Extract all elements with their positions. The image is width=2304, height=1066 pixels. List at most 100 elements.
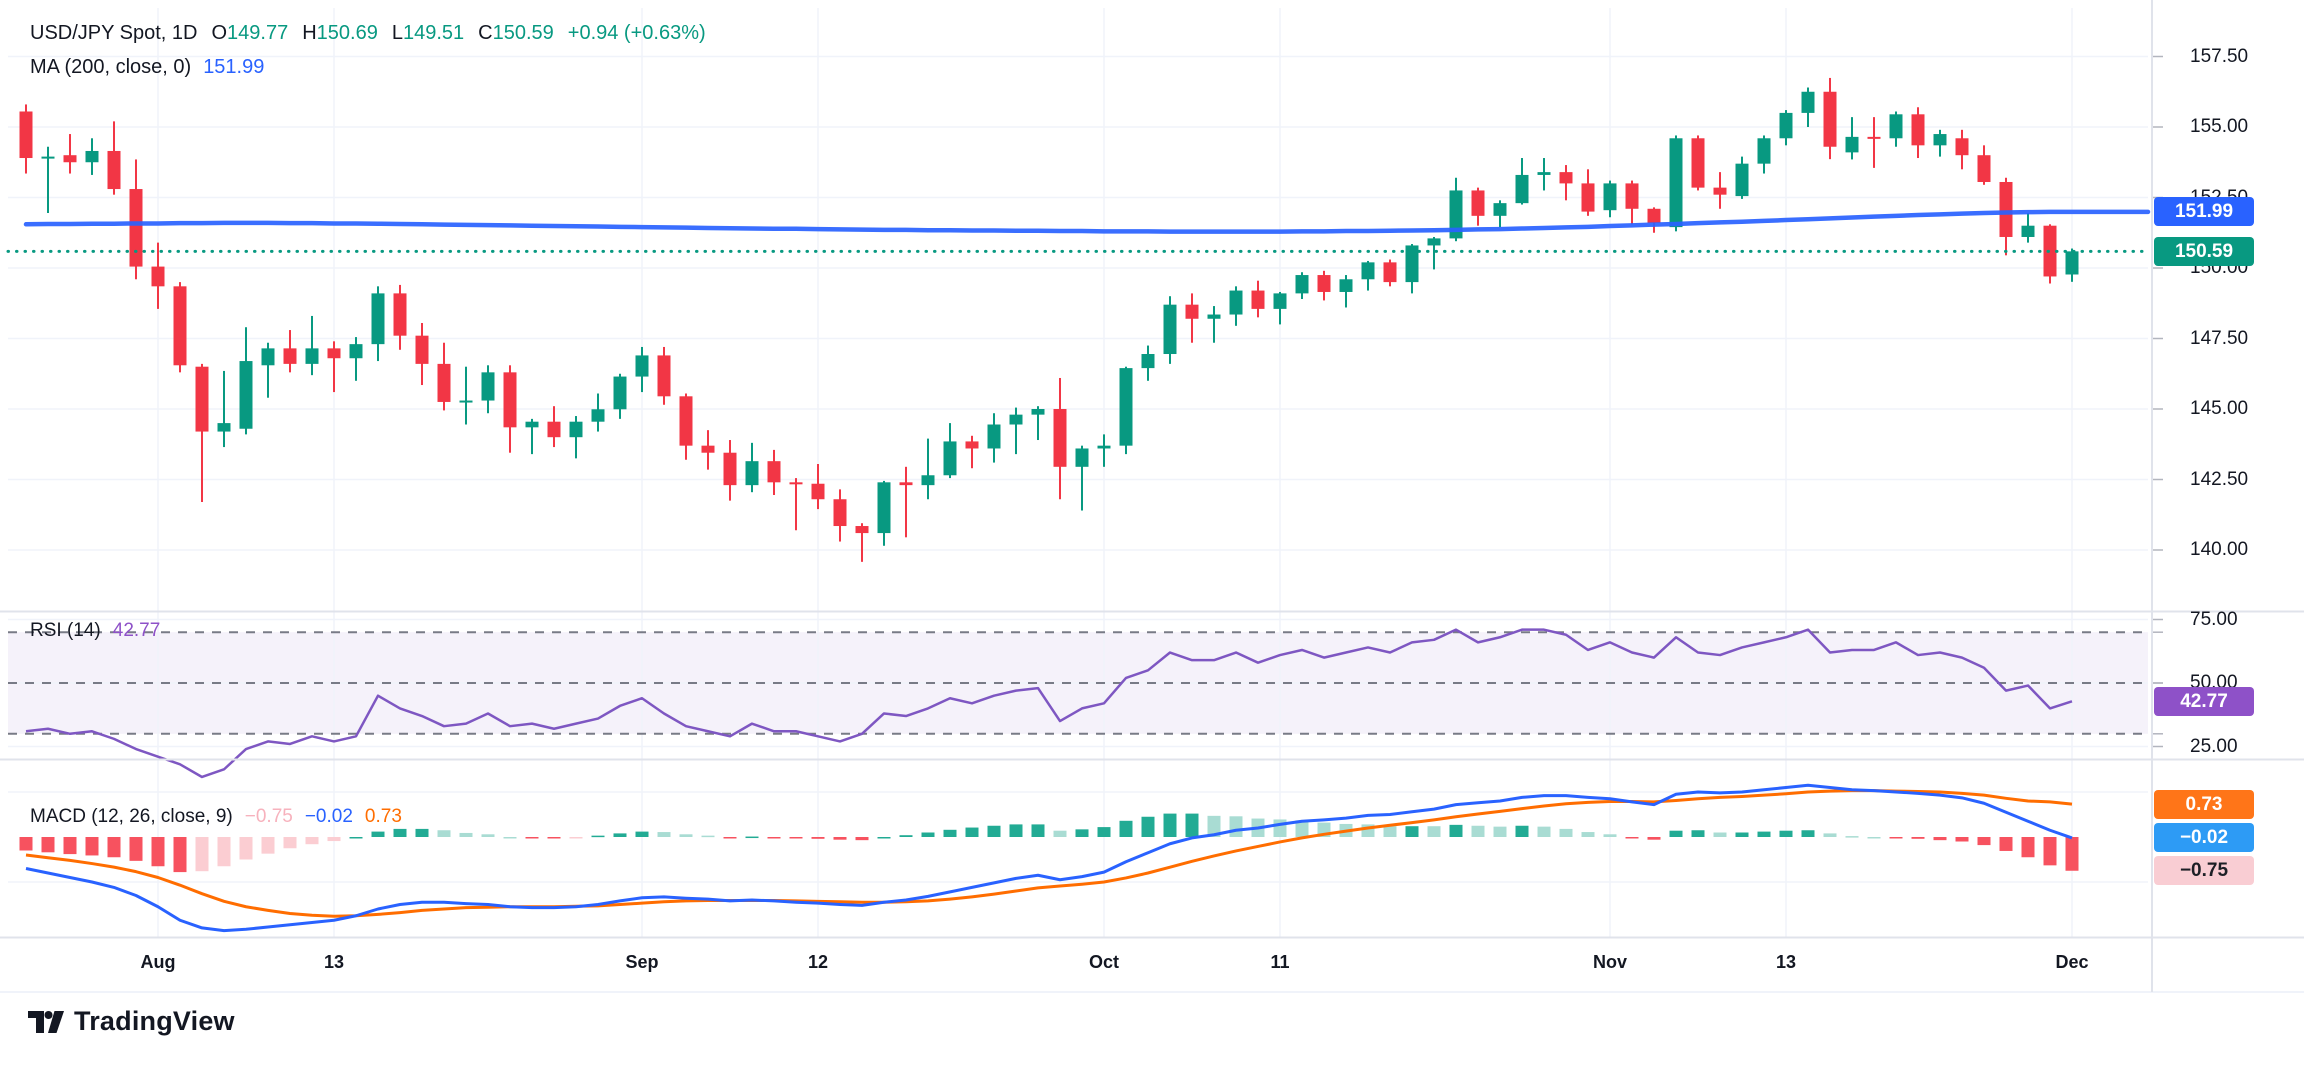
macd-hist-bar bbox=[349, 837, 363, 839]
candle bbox=[305, 348, 319, 364]
candle bbox=[1383, 262, 1397, 283]
macd-hist-bar bbox=[965, 827, 979, 837]
candle bbox=[2065, 251, 2079, 275]
candle bbox=[1405, 245, 1419, 283]
candle bbox=[811, 483, 825, 500]
gridlines bbox=[8, 8, 2163, 937]
candle bbox=[2021, 225, 2035, 237]
candle bbox=[1075, 448, 1089, 467]
macd-hist-bar bbox=[1009, 824, 1023, 837]
macd-hist-bar bbox=[525, 837, 539, 839]
macd-hist-bar bbox=[1515, 825, 1529, 837]
candle bbox=[701, 445, 715, 453]
macd-hist-bar bbox=[943, 829, 957, 837]
macd-histogram bbox=[19, 813, 2079, 873]
macd-hist-bar bbox=[591, 835, 605, 838]
candle bbox=[1295, 275, 1309, 294]
macd-hist-bar bbox=[723, 837, 737, 839]
candle bbox=[679, 396, 693, 446]
macd-hist-bar bbox=[1823, 833, 1837, 837]
macd-hist-bar bbox=[195, 837, 209, 872]
macd-hist-bar bbox=[1911, 837, 1925, 839]
time-tick-label: 12 bbox=[807, 952, 829, 972]
macd-hist-bar bbox=[1163, 813, 1177, 837]
tradingview-logo[interactable]: TradingView bbox=[28, 1004, 235, 1038]
macd-line bbox=[25, 783, 2073, 933]
candle bbox=[1669, 138, 1683, 228]
macd-hist-bar bbox=[1845, 836, 1859, 838]
macd-hist-bar bbox=[701, 835, 715, 838]
chart-plot-area[interactable] bbox=[0, 0, 2152, 937]
price-tick-label: 155.00 bbox=[2190, 116, 2249, 137]
macd-hist-bar bbox=[1867, 837, 1881, 839]
rsi-legend: RSI (14) 42.77 bbox=[30, 620, 160, 642]
time-tick-label: 13 bbox=[1775, 952, 1797, 972]
high-value: 150.69 bbox=[316, 22, 378, 44]
macd-hist-bar bbox=[833, 837, 847, 840]
candle bbox=[1207, 314, 1221, 319]
rsi-tick-label: 75.00 bbox=[2190, 608, 2238, 630]
macd-hist-bar bbox=[371, 831, 385, 837]
close-label: C bbox=[478, 22, 493, 44]
macd-hist-bar bbox=[921, 832, 935, 837]
candle bbox=[415, 335, 429, 364]
candle bbox=[833, 499, 847, 527]
candle bbox=[1889, 114, 1903, 139]
candle bbox=[525, 421, 539, 428]
macd-hist-bar bbox=[855, 837, 869, 841]
open-label: O bbox=[211, 22, 228, 44]
macd-hist-bar bbox=[1493, 826, 1507, 837]
candle bbox=[327, 348, 341, 359]
macd-hist-bar bbox=[1031, 824, 1045, 837]
macd-hist-bar bbox=[1801, 830, 1815, 837]
macd-hist-bar bbox=[217, 837, 231, 867]
macd-hist-bar bbox=[41, 837, 55, 853]
tradingview-logo-text: TradingView bbox=[74, 1005, 235, 1036]
candle bbox=[1471, 190, 1485, 216]
symbol-header: USD/JPY Spot, 1D O149.77 H150.69 L149.51 C15… bbox=[30, 16, 706, 50]
macd-hist-bar bbox=[679, 834, 693, 837]
macd-hist-bar bbox=[1933, 837, 1947, 841]
candle bbox=[789, 482, 803, 485]
candle bbox=[393, 293, 407, 336]
candle bbox=[19, 111, 33, 159]
tradingview-logo-icon bbox=[28, 1011, 64, 1033]
macd-hist-bar bbox=[19, 837, 33, 851]
candle bbox=[1053, 409, 1067, 467]
candle bbox=[1581, 183, 1595, 212]
candle bbox=[1559, 172, 1573, 184]
candle bbox=[1515, 174, 1529, 204]
macd-hist-bar bbox=[745, 836, 759, 839]
price-tick-label: 157.50 bbox=[2190, 45, 2249, 67]
macd-hist-bar bbox=[239, 837, 253, 860]
candle bbox=[349, 344, 363, 359]
candle bbox=[151, 266, 165, 287]
macd-hist-bar bbox=[1383, 826, 1397, 837]
symbol-title: USD/JPY Spot, 1D bbox=[30, 22, 198, 44]
time-axis[interactable]: Aug 13 Sep 12 Oct 11 Nov 13 Dec bbox=[0, 937, 2304, 992]
time-tick-label: Sep bbox=[625, 952, 659, 972]
macd-hist-bar bbox=[1097, 827, 1111, 837]
macd-hist-bar bbox=[1559, 828, 1573, 837]
macd-hist-bar bbox=[1119, 820, 1133, 837]
candle bbox=[1163, 304, 1177, 355]
macd-hist-bar bbox=[151, 837, 165, 867]
macd-hist-bar bbox=[1779, 830, 1793, 837]
macd-hist-bar bbox=[1471, 825, 1485, 837]
time-tick-label: Aug bbox=[140, 952, 176, 972]
candle bbox=[1911, 114, 1925, 146]
macd-hist-bar bbox=[569, 837, 583, 839]
candle bbox=[1801, 91, 1815, 113]
high-label: H bbox=[302, 22, 317, 44]
candle bbox=[1119, 368, 1133, 446]
macd-hist-bar bbox=[63, 837, 77, 855]
rsi-line bbox=[25, 628, 2073, 779]
price-tick-label: 145.00 bbox=[2190, 398, 2249, 419]
macd-hist-bar bbox=[987, 825, 1001, 837]
macd-hist-bar bbox=[261, 837, 275, 854]
candle bbox=[921, 475, 935, 486]
candle bbox=[877, 482, 891, 534]
macd-hist-bar bbox=[393, 828, 407, 837]
macd-hist-bar bbox=[1955, 837, 1969, 842]
badge-hist: −0.75 bbox=[2154, 856, 2254, 886]
